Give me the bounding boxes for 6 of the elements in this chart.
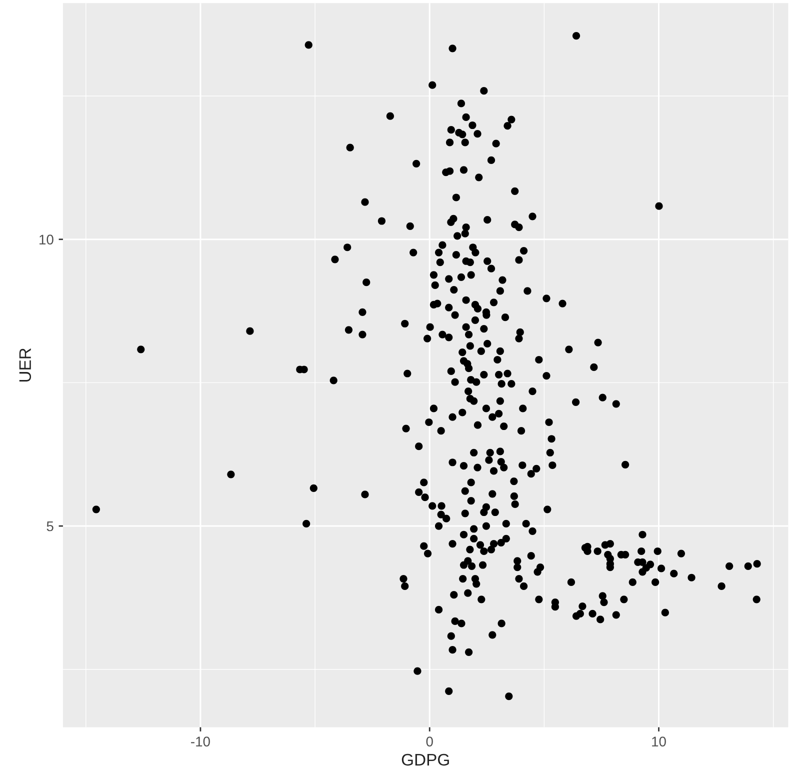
x-tick-label: -10 <box>191 736 210 746</box>
x-tick-label: 0 <box>426 736 433 746</box>
x-axis-title: GDPG <box>402 754 449 766</box>
x-tick-label: 10 <box>652 736 666 746</box>
y-tick-label: 5 <box>46 521 54 532</box>
y-axis-title: UER <box>19 348 32 382</box>
